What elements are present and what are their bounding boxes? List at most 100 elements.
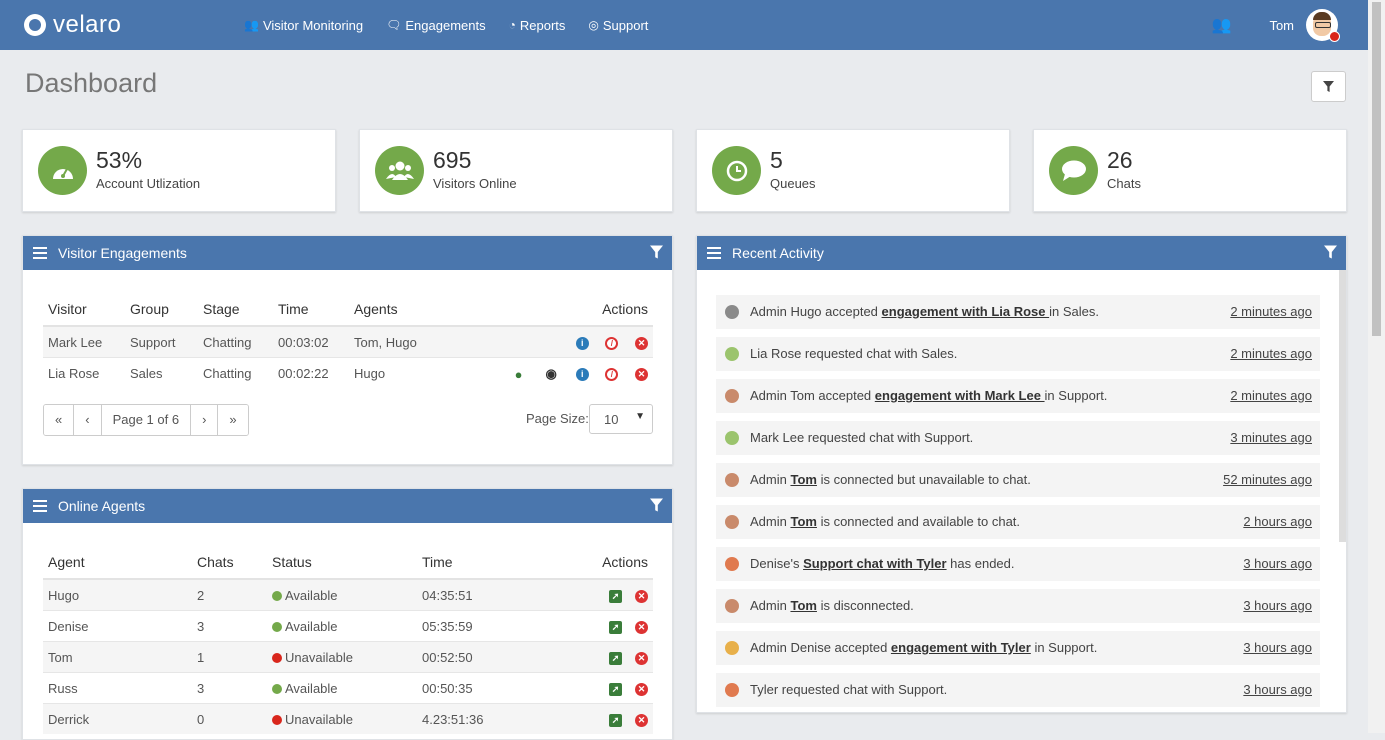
activity-time[interactable]: 3 hours ago — [1243, 556, 1312, 571]
agent-name: Tom — [43, 641, 192, 673]
table-row[interactable]: Mark Lee Support Chatting 00:03:02 Tom, … — [43, 325, 653, 358]
transfer-icon[interactable]: ➚ — [609, 651, 622, 665]
page-scrollbar[interactable] — [1368, 0, 1385, 733]
group: Support — [125, 325, 198, 358]
agent-status: Unavailable — [267, 641, 417, 673]
activity-link[interactable]: engagement with Lia Rose — [881, 304, 1050, 319]
next-page-button[interactable]: › — [191, 405, 219, 435]
activity-text: Admin Tom is connected but unavailable t… — [750, 472, 1031, 487]
activity-link[interactable]: Tom — [790, 472, 817, 487]
stage: Chatting — [198, 357, 273, 388]
close-icon[interactable]: ✕ — [635, 367, 648, 381]
activity-time[interactable]: 3 hours ago — [1243, 640, 1312, 655]
activity-time[interactable]: 2 minutes ago — [1230, 304, 1312, 319]
activity-text-pre: Mark Lee requested chat with Support. — [750, 430, 974, 445]
scroll-thumb[interactable] — [1372, 2, 1381, 336]
stat-value: 5 — [770, 147, 783, 173]
table-row[interactable]: Denise 3 Available 05:35:59 ➚ ✕ — [43, 610, 653, 642]
list-item: Admin Tom is disconnected. 3 hours ago — [716, 589, 1320, 623]
activity-time[interactable]: 2 minutes ago — [1230, 346, 1312, 361]
dashboard-filter-button[interactable] — [1311, 71, 1346, 102]
table-row[interactable]: Lia Rose Sales Chatting 00:02:22 Hugo ● … — [43, 357, 653, 388]
transfer-icon[interactable]: ➚ — [609, 713, 622, 727]
activity-time[interactable]: 2 minutes ago — [1230, 388, 1312, 403]
filter-icon[interactable] — [650, 498, 663, 512]
transfer-icon[interactable]: ➚ — [609, 682, 622, 696]
brand-logo[interactable]: velaro — [24, 11, 121, 39]
nav-support[interactable]: ◎ Support — [588, 18, 648, 33]
close-icon[interactable]: ✕ — [635, 713, 648, 727]
close-icon[interactable]: ✕ — [635, 682, 648, 696]
info-icon[interactable]: i — [575, 367, 589, 381]
user-avatar[interactable] — [1306, 9, 1340, 42]
transfer-icon[interactable]: ➚ — [609, 589, 622, 603]
nav-visitor-monitoring[interactable]: 👥 Visitor Monitoring — [244, 18, 363, 33]
nav-label: Reports — [519, 17, 566, 33]
prev-page-button[interactable]: ‹ — [74, 405, 102, 435]
table-row[interactable]: Hugo 2 Available 04:35:51 ➚ ✕ — [43, 578, 653, 611]
user-name[interactable]: Tom — [1269, 17, 1294, 33]
filter-icon[interactable] — [650, 245, 663, 259]
list-item: Lia Rose requested chat with Sales. 2 min… — [716, 337, 1320, 371]
activity-text-post: in Sales. — [1049, 304, 1099, 319]
col-stage: Stage — [198, 293, 273, 327]
stat-value: 695 — [433, 147, 472, 173]
table-row[interactable]: Russ 3 Available 00:50:35 ➚ ✕ — [43, 672, 653, 704]
users-icon[interactable]: 👥 — [1211, 17, 1232, 34]
activity-link[interactable]: Support chat with Tyler — [803, 556, 947, 571]
transfer-icon[interactable]: ➚ — [609, 620, 622, 634]
activity-text: Admin Hugo accepted engagement with Lia … — [750, 304, 1099, 319]
activity-scrollbar[interactable] — [1339, 270, 1346, 542]
last-page-button[interactable]: » — [218, 405, 248, 435]
activity-time[interactable]: 2 hours ago — [1243, 514, 1312, 529]
nav-label: Support — [602, 17, 649, 33]
menu-icon[interactable] — [33, 500, 47, 512]
menu-icon[interactable] — [707, 247, 721, 259]
agent-time: 4.23:51:36 — [417, 703, 544, 734]
activity-time[interactable]: 3 hours ago — [1243, 598, 1312, 613]
activity-link[interactable]: engagement with Mark Lee — [874, 388, 1045, 403]
nav-engagements[interactable]: 🗨 Engagements — [386, 18, 485, 33]
stat-label: Account Utlization — [96, 176, 201, 191]
lifebuoy-icon: ◎ — [588, 18, 599, 32]
block-icon[interactable]: / — [605, 367, 619, 381]
filter-icon[interactable] — [1324, 245, 1337, 259]
table-row[interactable]: Tom 1 Unavailable 00:52:50 ➚ ✕ — [43, 641, 653, 673]
activity-link[interactable]: engagement with Tyler — [890, 640, 1031, 655]
close-icon[interactable]: ✕ — [635, 589, 648, 603]
panel-header: Recent Activity — [697, 236, 1346, 270]
close-icon[interactable]: ✕ — [635, 620, 648, 634]
list-item: Mark Lee requested chat with Support. 3 m… — [716, 421, 1320, 455]
first-page-button[interactable]: « — [44, 405, 75, 435]
activity-text-post: in Support. — [1044, 388, 1108, 403]
chat-icon[interactable]: ● — [514, 366, 523, 382]
activity-link[interactable]: Tom — [790, 514, 817, 529]
visitor-name: Mark Lee — [43, 325, 125, 358]
block-icon[interactable]: / — [605, 336, 619, 350]
col-visitor: Visitor — [43, 293, 125, 327]
activity-link[interactable]: Tom — [790, 598, 817, 613]
close-icon[interactable]: ✕ — [635, 651, 648, 665]
stage: Chatting — [198, 325, 273, 358]
info-icon[interactable]: i — [575, 336, 589, 350]
agent-chats: 2 — [192, 578, 267, 611]
nav-reports[interactable]: ◔ Reports — [509, 18, 566, 33]
close-icon[interactable]: ✕ — [635, 336, 648, 350]
status-badge — [1329, 31, 1340, 42]
page-title: Dashboard — [25, 68, 158, 98]
activity-text-pre: Denise's — [750, 556, 804, 571]
page-size-select[interactable]: 10 ▼ — [589, 404, 653, 434]
eye-icon[interactable]: ◉ — [545, 366, 557, 382]
activity-text-post: is disconnected. — [816, 598, 914, 613]
clock-icon — [712, 146, 761, 195]
table-row[interactable]: Derrick 0 Unavailable 4.23:51:36 ➚ ✕ — [43, 703, 653, 734]
visitor-engagements-panel: Visitor Engagements Visitor Group Stage … — [22, 235, 673, 465]
activity-time[interactable]: 3 minutes ago — [1230, 430, 1312, 445]
list-item: Admin Hugo accepted engagement with Lia … — [716, 295, 1320, 329]
users-icon — [375, 146, 424, 195]
activity-time[interactable]: 52 minutes ago — [1223, 472, 1312, 487]
activity-time[interactable]: 3 hours ago — [1243, 682, 1312, 697]
menu-icon[interactable] — [33, 247, 47, 259]
recent-activity-panel: Recent Activity Admin Hugo accepted enga… — [696, 235, 1347, 713]
page-indicator: Page 1 of 6 — [101, 405, 192, 435]
